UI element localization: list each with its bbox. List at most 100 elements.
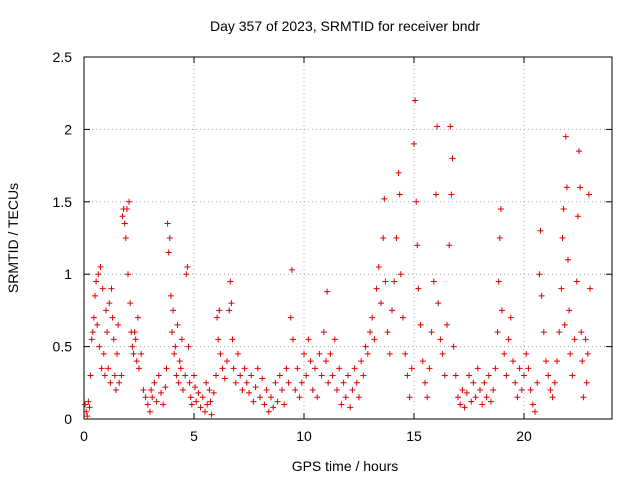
data-point <box>488 398 494 405</box>
data-point <box>380 235 387 241</box>
data-point <box>396 191 403 198</box>
data-point <box>412 97 419 104</box>
data-point <box>303 372 310 379</box>
data-point <box>325 379 332 386</box>
data-point <box>110 336 117 343</box>
data-point <box>219 365 226 372</box>
data-point <box>422 379 428 386</box>
data-point <box>353 379 360 386</box>
data-point <box>331 336 338 343</box>
data-point <box>184 263 191 270</box>
y-tick-label: 1 <box>64 266 72 282</box>
data-point <box>455 394 461 401</box>
data-point <box>507 314 514 321</box>
data-point <box>121 220 128 227</box>
data-point <box>565 256 571 263</box>
data-point <box>133 358 140 365</box>
data-point <box>288 266 295 273</box>
data-point <box>276 372 283 379</box>
data-point <box>485 372 492 379</box>
data-point <box>312 365 318 372</box>
data-point <box>226 307 233 314</box>
data-point <box>481 379 488 386</box>
data-point <box>382 278 389 285</box>
data-point <box>512 379 519 386</box>
data-point <box>324 288 331 295</box>
y-tick-label: 2 <box>64 121 72 137</box>
data-point <box>224 358 230 365</box>
data-point <box>107 379 114 386</box>
data-point <box>505 336 512 343</box>
y-axis-label: SRMTID / TECUs <box>5 183 21 293</box>
x-tick-label: 20 <box>516 428 532 444</box>
data-point <box>140 387 147 394</box>
data-point <box>193 398 200 405</box>
data-point <box>123 206 130 213</box>
data-point <box>250 398 257 405</box>
data-point <box>367 329 373 336</box>
data-point <box>98 365 105 372</box>
data-point <box>176 358 183 365</box>
data-point <box>148 387 155 394</box>
data-point <box>202 408 208 415</box>
data-point <box>360 372 367 379</box>
data-point <box>142 394 149 401</box>
data-point <box>105 365 112 372</box>
data-point <box>336 365 343 372</box>
data-point <box>426 365 433 372</box>
data-point <box>349 387 356 394</box>
data-point <box>254 365 261 372</box>
data-point <box>138 350 145 357</box>
data-point <box>521 372 527 379</box>
data-point <box>259 375 266 382</box>
data-point <box>559 235 566 241</box>
data-point <box>495 278 502 285</box>
x-tick-label: 10 <box>296 428 312 444</box>
data-point <box>144 401 151 408</box>
data-point <box>230 365 237 372</box>
data-point <box>92 292 98 299</box>
data-point <box>501 350 508 357</box>
data-point <box>364 350 371 357</box>
data-point <box>434 123 441 130</box>
data-point <box>587 285 593 292</box>
data-point <box>327 350 334 357</box>
data-point <box>314 394 321 401</box>
data-point <box>109 314 116 321</box>
data-point <box>232 379 239 386</box>
data-point <box>320 329 327 336</box>
data-point <box>281 401 288 408</box>
data-point <box>84 413 91 420</box>
data-point <box>554 358 560 365</box>
data-point <box>563 184 570 191</box>
data-point <box>229 336 236 343</box>
data-point <box>323 358 329 365</box>
data-point <box>162 384 169 391</box>
data-point <box>292 387 299 394</box>
data-point <box>538 292 545 299</box>
data-point <box>165 249 172 256</box>
data-point <box>472 394 479 401</box>
data-point <box>182 372 189 379</box>
data-point <box>340 379 347 386</box>
data-point <box>261 401 268 408</box>
data-point <box>187 394 194 401</box>
data-point <box>206 387 213 394</box>
data-point <box>265 408 272 415</box>
data-point <box>537 227 544 234</box>
data-point <box>560 206 567 213</box>
data-point <box>270 404 277 411</box>
data-point <box>180 387 186 394</box>
data-point <box>395 169 402 176</box>
plot-frame <box>83 56 613 420</box>
data-point <box>167 292 174 299</box>
data-point <box>316 350 323 357</box>
data-point <box>347 404 354 411</box>
data-point <box>562 133 569 140</box>
data-point <box>578 329 585 336</box>
data-point <box>216 307 223 314</box>
data-point <box>115 321 122 328</box>
data-point <box>151 379 158 386</box>
data-point <box>237 372 244 379</box>
data-point <box>96 343 103 350</box>
